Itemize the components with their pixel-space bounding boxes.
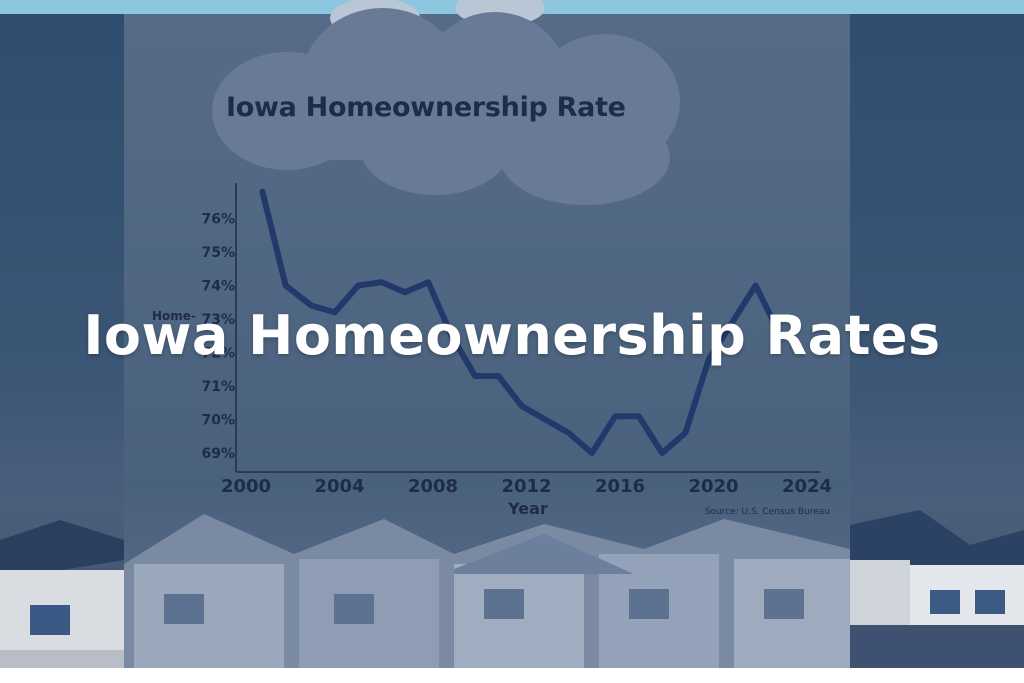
x-tick-label: 2012 [501, 476, 551, 497]
x-tick-label: 2000 [221, 476, 271, 497]
y-tick-label: 72% [201, 346, 235, 362]
right-house-illustration [850, 510, 1024, 670]
chart-title: Iowa Homeownership Rate [226, 92, 626, 123]
cloud-body [250, 70, 670, 160]
panel-houses-illustration [124, 514, 850, 670]
headline: Iowa Homeownership Rates [83, 304, 941, 367]
y-axis-label: Home- [152, 309, 196, 323]
left-house-illustration [0, 520, 124, 670]
y-tick-label: 74% [201, 279, 235, 295]
x-tick-label: 2020 [688, 476, 738, 497]
x-axis-label: Year [507, 499, 548, 518]
x-tick-label: 2004 [314, 476, 364, 497]
y-tick-label: 69% [201, 446, 235, 462]
y-tick-label: 75% [201, 245, 235, 261]
x-tick-labels: 2000 2004 2008 2012 2016 2020 2024 [221, 476, 832, 497]
x-tick-label: 2008 [408, 476, 458, 497]
y-tick-labels: 69% 70% 71% 72% 73% 74% 75% 76% [201, 212, 235, 463]
y-tick-label: 70% [201, 413, 235, 429]
x-tick-label: 2016 [595, 476, 645, 497]
series-line [259, 188, 782, 456]
y-tick-label: 73% [201, 312, 235, 328]
y-tick-label: 76% [201, 212, 235, 228]
bottom-border [0, 668, 1024, 683]
y-tick-label: 71% [201, 379, 235, 395]
source-note: Source: U.S. Census Bureau [705, 507, 830, 517]
x-tick-label: 2024 [782, 476, 832, 497]
